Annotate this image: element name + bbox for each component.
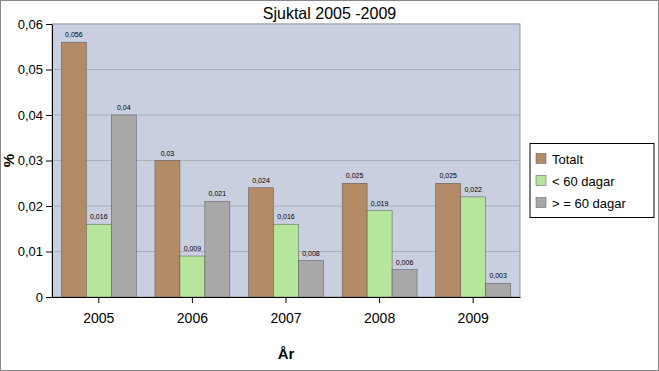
legend-swatch	[536, 198, 546, 208]
legend: Totalt < 60 dagar > = 60 dagar	[530, 144, 654, 218]
y-tick-label: 0,05	[18, 62, 43, 77]
bar	[205, 201, 230, 297]
bar	[392, 270, 417, 297]
y-tick-label: 0,03	[18, 153, 43, 168]
data-label: 0,006	[396, 259, 414, 266]
x-tick-mark	[192, 297, 193, 303]
bar	[274, 224, 299, 297]
data-label: 0,03	[161, 150, 175, 157]
x-axis-title: År	[278, 345, 295, 362]
x-tick-label: 2007	[270, 310, 301, 326]
data-label: 0,019	[371, 200, 389, 207]
title: Sjuktal 2005 -2009	[263, 5, 397, 22]
y-tick-label: 0	[36, 290, 43, 305]
x-tick-mark	[98, 297, 99, 303]
legend-box	[530, 144, 654, 218]
data-label: 0,056	[65, 31, 83, 38]
legend-label: > = 60 dagar	[552, 196, 626, 211]
bar	[461, 197, 486, 297]
bar	[180, 256, 205, 297]
plot: 00,010,020,030,040,050,06200520062007200…	[18, 17, 521, 326]
chart: 00,010,020,030,040,050,06200520062007200…	[0, 0, 659, 371]
x-tick-label: 2008	[364, 310, 395, 326]
y-axis-line	[52, 25, 53, 298]
data-label: 0,025	[346, 172, 364, 179]
x-axis: 2005 2006 2007 2008 2009	[53, 297, 521, 326]
bar	[436, 183, 461, 297]
y-tick-mark	[46, 24, 52, 25]
data-label: 0,021	[209, 190, 227, 197]
bars	[61, 42, 510, 297]
legend-label: Totalt	[552, 152, 583, 167]
grid	[52, 24, 520, 297]
y-tick-mark	[46, 252, 52, 253]
data-label: 0,022	[464, 186, 482, 193]
x-tick: 2006	[177, 297, 208, 326]
x-tick: 2008	[364, 297, 395, 326]
y-tick-label: 0,06	[18, 17, 43, 32]
y-tick-label: 0,02	[18, 199, 43, 214]
x-tick: 2009	[458, 297, 489, 326]
bar	[249, 188, 274, 297]
data-label: 0,016	[277, 213, 295, 220]
bar	[61, 42, 86, 297]
data-label: 0,003	[489, 272, 507, 279]
bar	[342, 183, 367, 297]
y-axis-title: %	[0, 154, 17, 167]
y-tick-mark	[46, 161, 52, 162]
x-tick-label: 2006	[177, 310, 208, 326]
legend-label: < 60 dagar	[552, 174, 615, 189]
y-axis: 0 0,01 0,02 0,03 0,04 0,05 0,06	[18, 17, 53, 305]
y-tick: 0,03	[18, 153, 52, 168]
bar	[367, 211, 392, 297]
chart-frame	[1, 1, 659, 371]
y-tick-label: 0,01	[18, 244, 43, 259]
x-tick-label: 2009	[458, 310, 489, 326]
data-label: 0,024	[252, 177, 270, 184]
data-label: 0,04	[117, 104, 131, 111]
y-tick: 0,01	[18, 244, 52, 259]
bar	[155, 161, 180, 298]
plot-background	[52, 24, 520, 297]
grid-line	[52, 69, 520, 70]
x-tick: 2007	[270, 297, 301, 326]
x-tick-label: 2005	[83, 310, 114, 326]
y-tick: 0,04	[18, 108, 52, 123]
x-tick-mark	[286, 297, 287, 303]
y-tick: 0	[36, 290, 52, 305]
y-tick-mark	[46, 297, 52, 298]
legend-swatch	[536, 176, 546, 186]
y-tick-label: 0,04	[18, 108, 43, 123]
bar	[486, 283, 511, 297]
data-label: 0,016	[90, 213, 108, 220]
x-tick-mark	[379, 297, 380, 303]
y-tick-mark	[46, 206, 52, 207]
bar	[86, 224, 111, 297]
y-tick: 0,02	[18, 199, 52, 214]
bar	[111, 115, 136, 297]
x-tick: 2005	[83, 297, 114, 326]
y-tick-mark	[46, 70, 52, 71]
data-label: 0,008	[302, 250, 320, 257]
data-labels: 0,056 0,03 0,024 0,025 0,025 0,016 0,009 0,016 0…	[65, 31, 507, 279]
x-tick-mark	[473, 297, 474, 303]
data-label: 0,025	[439, 172, 457, 179]
y-tick: 0,05	[18, 62, 52, 77]
y-tick-mark	[46, 115, 52, 116]
y-tick: 0,06	[18, 17, 52, 32]
bar	[298, 261, 323, 297]
grid-line	[52, 24, 520, 25]
data-label: 0,009	[184, 245, 202, 252]
legend-swatch	[536, 154, 546, 164]
